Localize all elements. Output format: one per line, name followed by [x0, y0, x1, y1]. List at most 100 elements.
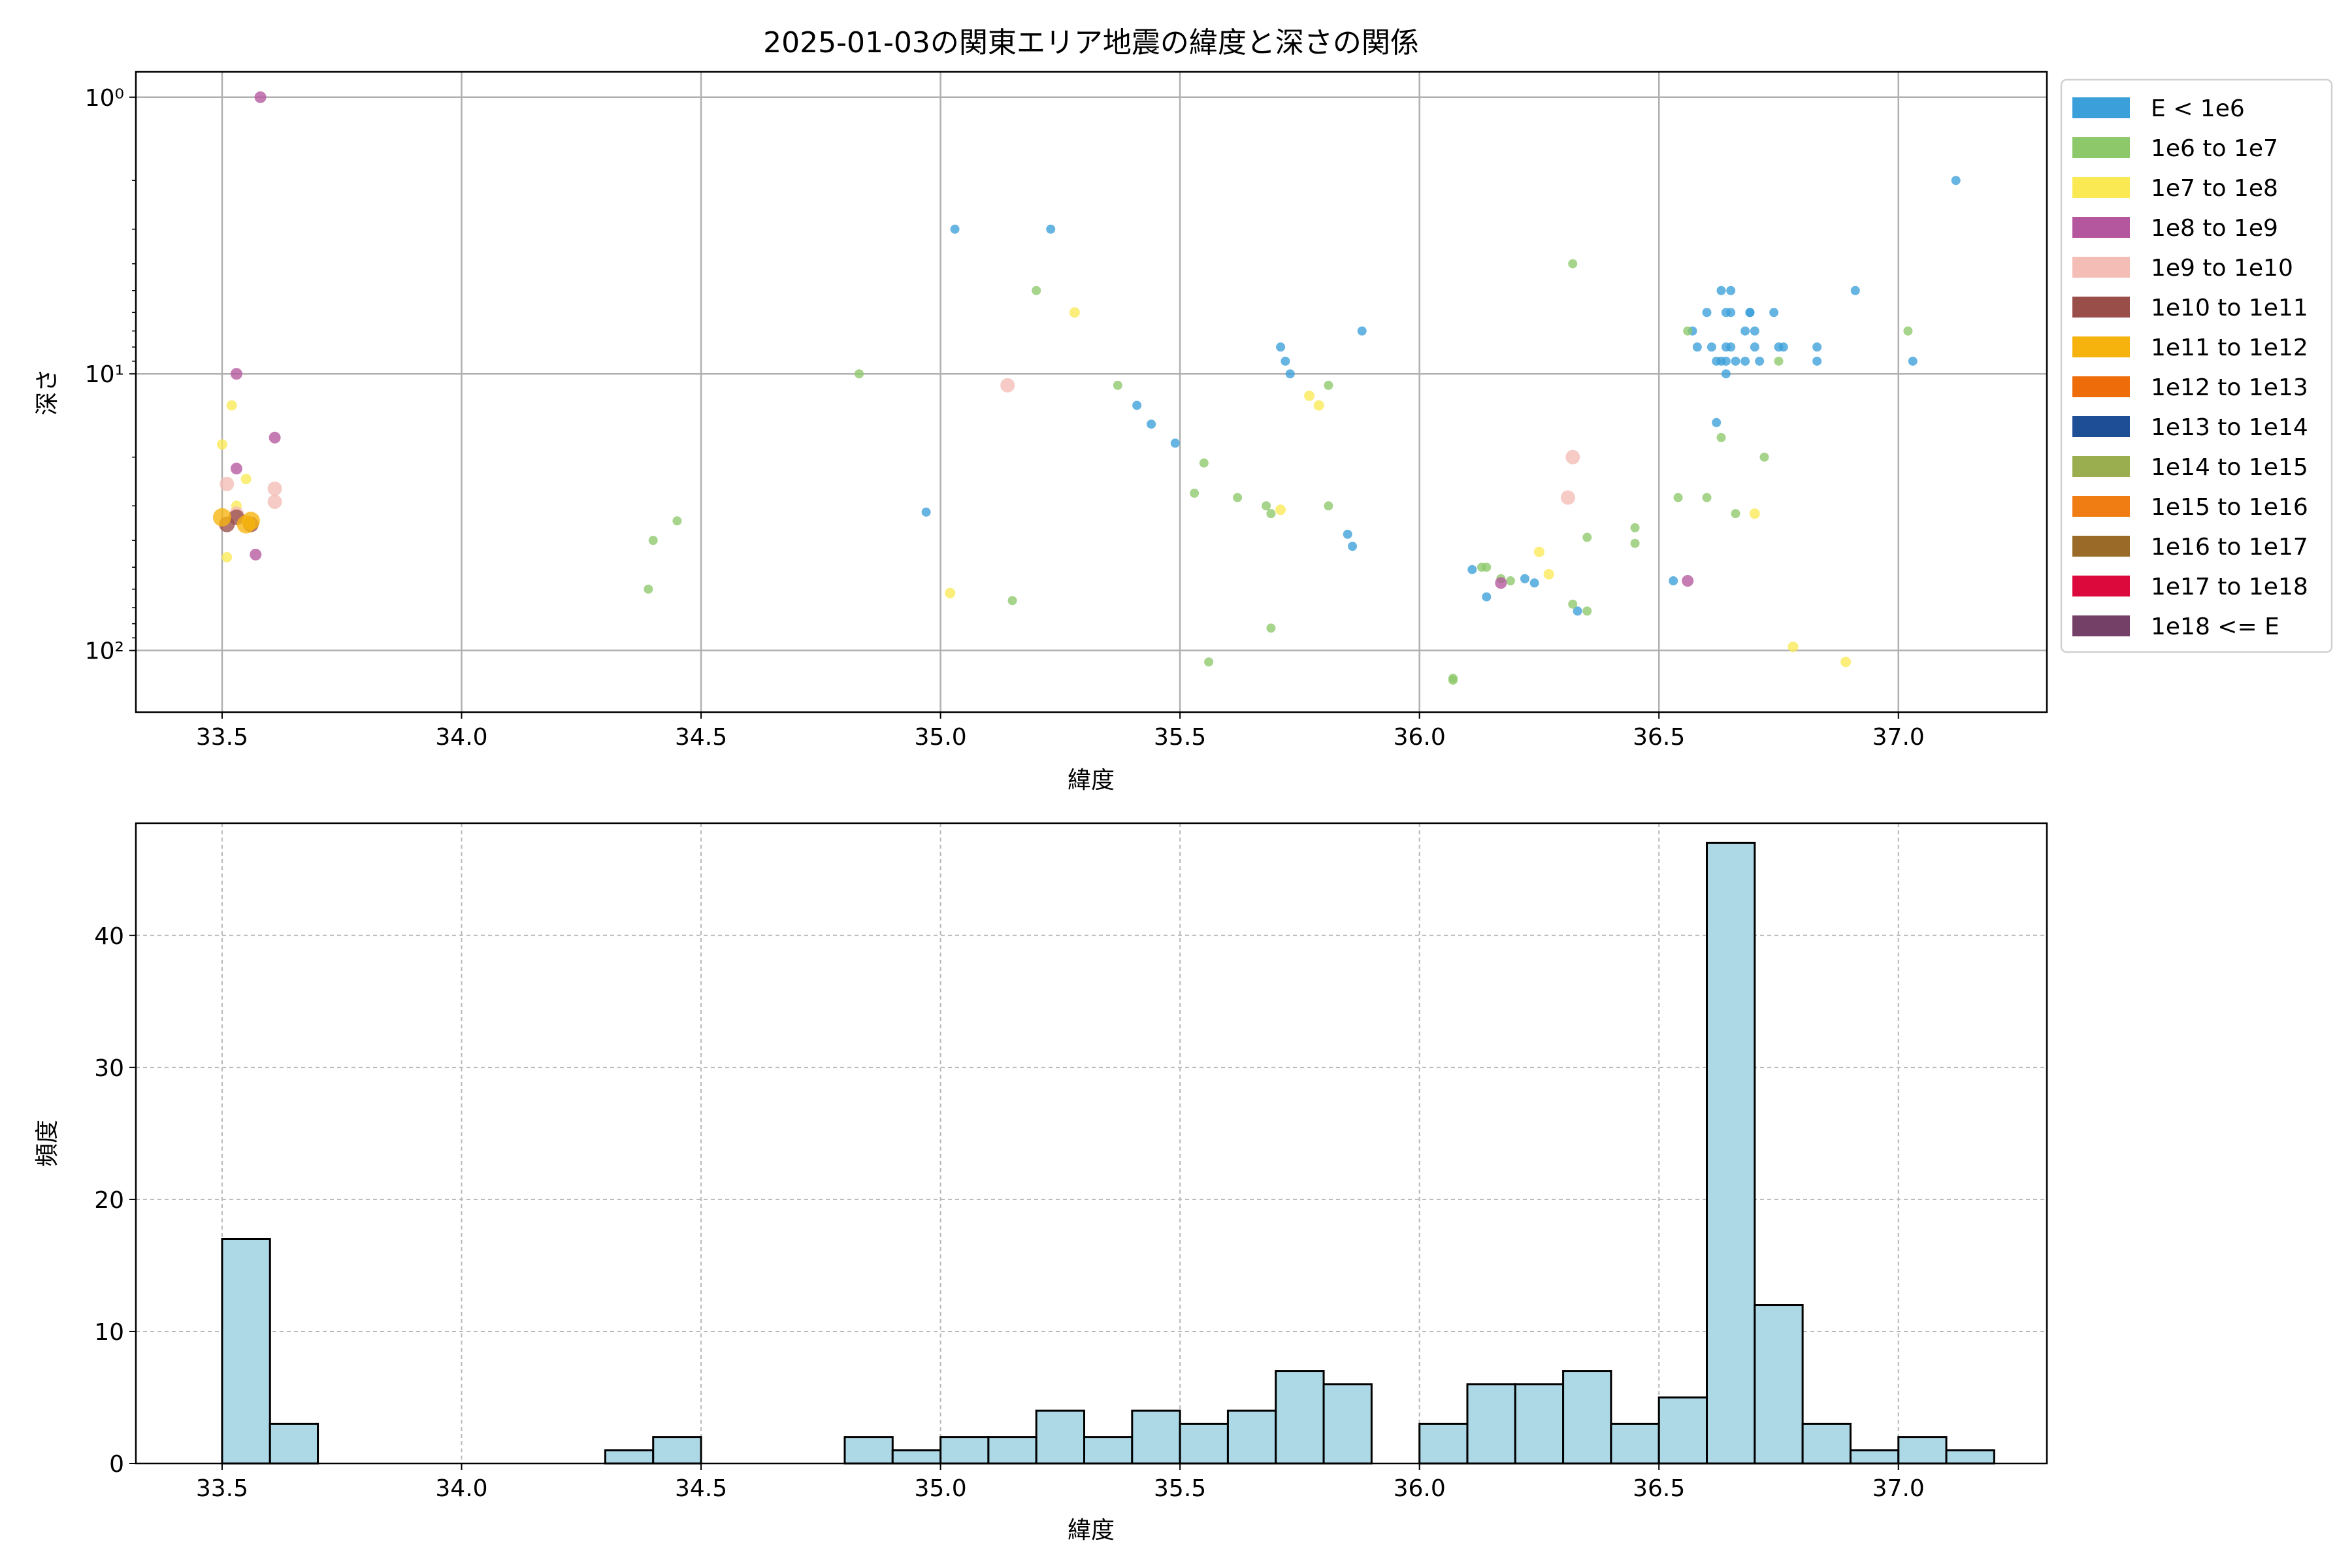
scatter-point	[1560, 490, 1575, 505]
scatter-point	[1740, 326, 1750, 336]
scatter-point	[1568, 599, 1578, 609]
scatter-point	[1759, 452, 1769, 462]
scatter-point	[1285, 369, 1295, 379]
scatter-point	[1740, 356, 1750, 366]
scatter-x-tick-label: 34.5	[675, 724, 727, 751]
scatter-point	[240, 474, 252, 485]
scatter-point	[1266, 623, 1276, 633]
scatter-point	[1343, 529, 1352, 539]
scatter-point	[1533, 546, 1544, 557]
histogram-x-tick-label: 36.5	[1633, 1475, 1685, 1502]
legend: E < 1e6 1e6 to 1e7 1e7 to 1e8 1e8 to 1e9 1e9…	[2060, 78, 2333, 653]
scatter-point	[1132, 400, 1142, 410]
scatter-x-tick-label: 35.5	[1154, 724, 1206, 751]
histogram-x-tick-label: 34.5	[675, 1475, 727, 1502]
scatter-point	[1505, 576, 1515, 586]
histogram-bar	[1035, 1409, 1086, 1465]
histogram-bar	[1610, 1422, 1660, 1465]
scatter-plot-frame	[135, 71, 2048, 713]
legend-label: 1e13 to 1e14	[2151, 414, 2308, 441]
scatter-point	[1731, 356, 1740, 366]
scatter-point	[1266, 509, 1276, 519]
legend-label: 1e9 to 1e10	[2151, 255, 2293, 282]
histogram-x-tick-label: 35.0	[915, 1475, 967, 1502]
histogram-bar	[1562, 1370, 1612, 1465]
scatter-point	[1032, 286, 1041, 295]
scatter-point	[1908, 356, 1918, 366]
scatter-points	[212, 91, 1961, 685]
scatter-point	[1750, 342, 1759, 352]
histogram-y-axis: 0 10 20 30 40	[94, 923, 136, 1478]
scatter-y-tick-label: 10⁰	[85, 85, 124, 112]
histogram-bar	[1322, 1383, 1373, 1465]
scatter-point	[1113, 380, 1122, 390]
scatter-point	[1007, 596, 1017, 606]
legend-label: 1e6 to 1e7	[2151, 135, 2278, 162]
legend-swatch	[2072, 576, 2130, 596]
histogram-bar	[1897, 1436, 1948, 1465]
scatter-point	[1520, 574, 1529, 583]
scatter-point	[1788, 642, 1799, 653]
scatter-point	[1683, 326, 1693, 336]
scatter-point	[1199, 458, 1209, 468]
scatter-y-axis: 10⁰ 10¹ 10²	[85, 85, 136, 665]
scatter-point	[1482, 592, 1492, 602]
histogram-bar	[1849, 1449, 1900, 1465]
scatter-point	[1543, 568, 1554, 580]
histogram-y-tick-label: 30	[94, 1055, 124, 1082]
scatter-point	[644, 584, 653, 594]
histogram-bar	[1658, 1396, 1708, 1465]
legend-label: 1e18 <= E	[2151, 613, 2279, 640]
chart-title: 2025-01-03の関東エリア地震の緯度と深さの関係	[763, 26, 1419, 59]
scatter-point	[1726, 308, 1736, 318]
scatter-point	[267, 481, 282, 496]
histogram-x-tick-label: 35.5	[1154, 1475, 1206, 1502]
legend-swatch	[2072, 97, 2130, 118]
histogram-plot-frame	[135, 822, 2048, 1465]
scatter-point	[216, 439, 227, 450]
scatter-point	[1495, 577, 1507, 589]
scatter-point	[250, 548, 262, 561]
scatter-point	[945, 587, 956, 598]
histogram-bar	[1418, 1422, 1469, 1465]
scatter-point	[1721, 369, 1731, 379]
scatter-point	[1750, 326, 1759, 336]
scatter-point	[1745, 308, 1755, 318]
scatter-x-axis-label: 緯度	[1068, 767, 1115, 794]
scatter-x-tick-label: 37.0	[1872, 724, 1925, 751]
histogram-bar	[604, 1449, 655, 1465]
scatter-point	[1630, 538, 1640, 548]
histogram-bar	[221, 1237, 271, 1465]
scatter-point	[1069, 307, 1080, 318]
scatter-y-axis-label: 深さ	[34, 368, 61, 416]
histogram-y-tick-label: 40	[94, 923, 124, 950]
scatter-point	[1204, 657, 1214, 667]
legend-swatch	[2072, 615, 2130, 636]
scatter-point	[1568, 259, 1578, 269]
scatter-point	[1682, 575, 1694, 587]
scatter-point	[1448, 676, 1458, 685]
scatter-point	[1726, 286, 1736, 295]
scatter-point	[1582, 606, 1592, 616]
histogram-panel: 33.5 34.0 34.5 35.0 35.5 36.0 36.5 37.0 0 10 20 30…	[34, 822, 2048, 1544]
histogram-bar	[1179, 1422, 1229, 1465]
legend-label: 1e8 to 1e9	[2151, 215, 2278, 242]
histogram-bar	[1514, 1383, 1565, 1465]
scatter-point	[1726, 342, 1736, 352]
legend-swatch	[2072, 496, 2130, 517]
histogram-bar	[1466, 1383, 1516, 1465]
scatter-point	[1313, 400, 1324, 411]
scatter-point	[1565, 449, 1580, 465]
legend-label: 1e7 to 1e8	[2151, 175, 2278, 202]
scatter-point	[1275, 504, 1286, 515]
legend-swatch	[2072, 137, 2130, 158]
histogram-y-tick-label: 10	[94, 1319, 124, 1346]
scatter-point	[254, 91, 267, 103]
scatter-panel: 33.5 34.0 34.5 35.0 35.5 36.0 36.5 37.0 10⁰10¹1…	[34, 71, 2048, 794]
histogram-bar	[1131, 1409, 1181, 1465]
legend-label: 1e15 to 1e16	[2151, 494, 2308, 521]
scatter-point	[1755, 356, 1765, 366]
histogram-x-tick-label: 36.0	[1394, 1475, 1446, 1502]
histogram-bar	[1083, 1436, 1134, 1465]
